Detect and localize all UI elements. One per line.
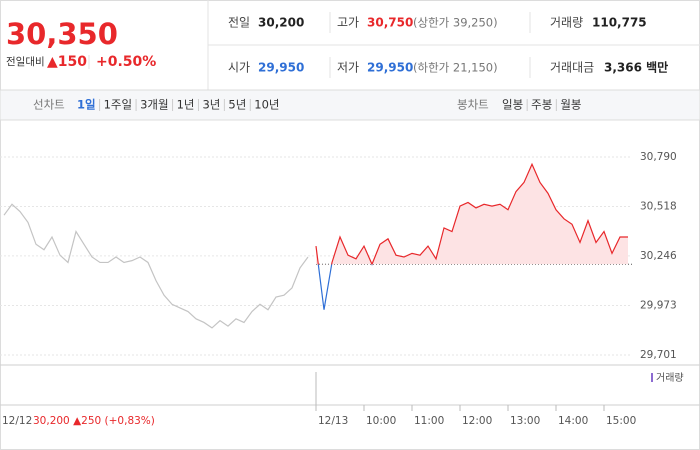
price-line xyxy=(3,203,309,329)
x-tick-label: 13:00 xyxy=(510,415,540,427)
change: ▲150 xyxy=(47,54,87,70)
x-tick-label: 11:00 xyxy=(414,415,444,427)
y-tick-label: 30,790 xyxy=(640,151,677,163)
price-chart: 30,790 30,518 30,246 29,973 29,701 거래량 12/12 12… xyxy=(0,151,700,427)
field-value: 30,750 xyxy=(367,16,413,30)
x-tick-label: 12/12 xyxy=(2,415,32,427)
area-fill xyxy=(316,164,628,265)
tab[interactable]: 일봉 xyxy=(502,98,523,112)
tab[interactable]: 3개월 xyxy=(140,98,168,112)
tab[interactable]: 월봉 xyxy=(560,98,581,112)
price: 30,350 xyxy=(6,17,118,51)
tab[interactable]: 10년 xyxy=(254,98,279,112)
volume-legend: 거래량 xyxy=(656,372,684,384)
tab-group-label: 선차트 xyxy=(33,98,65,112)
field-value: 29,950 xyxy=(367,61,413,75)
field-value: 110,775 xyxy=(592,16,647,30)
x-tick-label: 12:00 xyxy=(462,415,492,427)
field-value: 29,950 xyxy=(258,61,304,75)
field-label: 거래량 xyxy=(550,16,583,30)
field-value: 30,200 xyxy=(258,16,304,30)
tab[interactable]: 3년 xyxy=(202,98,220,112)
tab[interactable]: 1주일 xyxy=(104,98,132,112)
change-rate: +0.50% xyxy=(96,54,156,70)
field-label: 전일 xyxy=(228,16,250,30)
y-tick-label: 30,246 xyxy=(640,250,677,262)
y-tick-label: 30,518 xyxy=(640,200,677,212)
x-tick-label: 12/13 xyxy=(318,415,348,427)
tab[interactable]: 1일 xyxy=(77,98,96,112)
prev-day-note: 30,200 ▲250 (+0,83%) xyxy=(33,415,155,427)
tab[interactable]: 주봉 xyxy=(531,98,552,112)
field-label: 저가 xyxy=(337,61,359,75)
tabs: 1일 1주일 3개월 1년 3년 5년 10년 일봉 주봉 월봉 xyxy=(77,98,582,112)
tab[interactable]: 5년 xyxy=(228,98,246,112)
volume-legend-swatch xyxy=(651,373,653,382)
change-label: 전일대비 xyxy=(6,55,45,68)
x-tick-label: 10:00 xyxy=(366,415,396,427)
y-tick-label: 29,973 xyxy=(640,300,677,312)
field-extra: (하한가 21,150) xyxy=(413,61,498,75)
field-label: 시가 xyxy=(228,61,250,75)
price-line xyxy=(315,162,628,310)
field-label: 거래대금 xyxy=(550,61,594,75)
field-label: 고가 xyxy=(337,16,359,30)
tab[interactable]: 1년 xyxy=(177,98,195,112)
tab-group-label: 봉차트 xyxy=(457,98,489,112)
tab-bar xyxy=(0,89,700,121)
x-tick-label: 14:00 xyxy=(558,415,588,427)
y-tick-label: 29,701 xyxy=(640,349,677,361)
field-value: 3,366 백만 xyxy=(604,60,668,75)
x-tick-label: 15:00 xyxy=(606,415,636,427)
field-extra: (상한가 39,250) xyxy=(413,16,498,30)
